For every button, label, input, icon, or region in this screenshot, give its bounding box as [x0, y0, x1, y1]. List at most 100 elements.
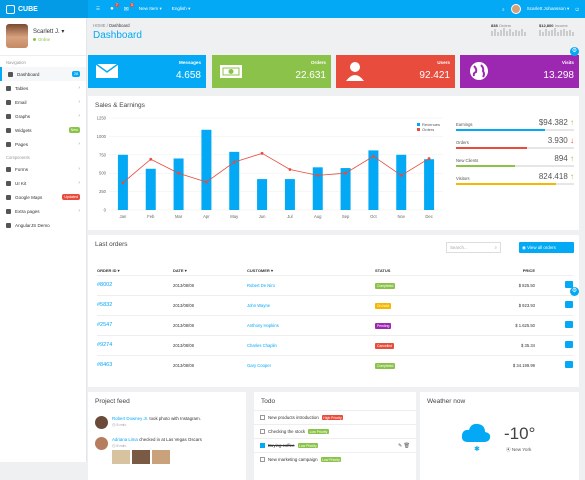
customer-link[interactable]: Charles Chaplin: [247, 342, 277, 348]
stat-value: 92.421: [419, 70, 450, 81]
orders-point[interactable]: [177, 171, 180, 175]
stat-visits[interactable]: Visits 13.298: [460, 55, 579, 88]
order-id-link[interactable]: #5832: [97, 302, 113, 308]
orders-point[interactable]: [232, 160, 236, 164]
view-all-orders-button[interactable]: ◉ View all orders: [519, 242, 574, 253]
user-menu[interactable]: Scarlett Johansson ▾: [526, 6, 570, 11]
feed-photo[interactable]: [152, 450, 170, 464]
x-tick-label: Nov: [398, 214, 406, 219]
nav-item-dashboard[interactable]: Dashboard 28: [0, 67, 86, 81]
nav-item-tables[interactable]: Tables ›: [0, 81, 86, 95]
nav-item-email[interactable]: Email ›: [0, 95, 86, 109]
bell-icon[interactable]: ● 7: [110, 3, 119, 12]
col-customer[interactable]: CUSTOMER ▾: [247, 267, 273, 273]
status-badge: Pending: [375, 322, 392, 329]
customer-link[interactable]: Gary Cooper: [247, 362, 271, 368]
todo-title: Todo: [261, 398, 276, 405]
view-all-label: View all orders: [527, 244, 556, 250]
nav-item-google-maps[interactable]: Google Maps Updated: [0, 190, 86, 204]
revenue-bar[interactable]: [201, 129, 212, 210]
customer-link[interactable]: Anthony Hopkins: [247, 322, 279, 328]
col-order-id[interactable]: ORDER ID ▾: [97, 267, 120, 273]
profile-name[interactable]: Scarlett J. ▾: [33, 29, 65, 35]
new-item-menu[interactable]: New Item ▾: [138, 6, 162, 11]
trash-icon[interactable]: 🗑: [403, 442, 410, 449]
orders-point[interactable]: [149, 157, 153, 161]
user-avatar[interactable]: [510, 4, 521, 14]
kpi-visitors: Visitors 824.418 ↑: [456, 172, 574, 190]
orders-point[interactable]: [205, 180, 208, 184]
status-cell: Completed: [375, 354, 455, 375]
orders-point[interactable]: [399, 174, 403, 177]
nav-item-extra-pages[interactable]: Extra pages ›: [0, 204, 86, 218]
pencil-icon[interactable]: ✎: [398, 442, 404, 449]
search-icon: ⌕: [494, 245, 497, 250]
nav-item-forms[interactable]: Forms ›: [0, 162, 86, 176]
todo-checkbox[interactable]: [260, 415, 265, 420]
feed-photo[interactable]: [112, 450, 130, 464]
stat-users[interactable]: Users 92.421: [336, 55, 455, 88]
revenue-bar[interactable]: [424, 159, 435, 210]
revenue-bar[interactable]: [284, 179, 295, 210]
orders-point[interactable]: [427, 157, 431, 160]
todo-checkbox[interactable]: [260, 457, 265, 462]
order-id-link[interactable]: #2547: [97, 322, 113, 328]
feed-text: took photo with Instagram.: [148, 416, 201, 421]
order-id-link[interactable]: #9274: [97, 342, 113, 348]
customer-cell: Charles Chaplin: [247, 334, 375, 355]
menu-toggle-icon[interactable]: ☰: [96, 6, 101, 11]
nav-item-angularjs-demo[interactable]: AngularJS Demo: [0, 218, 86, 232]
todo-checkbox[interactable]: [260, 443, 265, 448]
search-row-icon[interactable]: [565, 341, 573, 348]
envelope-icon[interactable]: ✉ 3: [123, 2, 134, 13]
revenue-bar[interactable]: [173, 158, 184, 210]
revenue-bar[interactable]: [368, 150, 379, 210]
nav-item-graphs[interactable]: Graphs ›: [0, 109, 86, 123]
orders-search-input[interactable]: Search... ⌕: [446, 242, 501, 253]
orders-point[interactable]: [288, 168, 292, 171]
nav-item-ui-kit[interactable]: UI Kit ›: [0, 176, 86, 190]
search-row-icon[interactable]: [565, 361, 573, 369]
col-status: STATUS: [375, 267, 391, 273]
orders-point[interactable]: [344, 171, 347, 175]
orders-point[interactable]: [121, 181, 125, 185]
col-date[interactable]: DATE ▾: [173, 267, 187, 273]
nav-item-widgets[interactable]: Widgets New: [0, 123, 86, 137]
revenue-bar[interactable]: [396, 154, 407, 210]
stat-messages[interactable]: Messages 4.658: [88, 55, 206, 88]
search-row-icon[interactable]: [565, 301, 573, 308]
nav-icon: [6, 99, 11, 105]
feed-user-link[interactable]: Robert Downey Jr.: [112, 416, 149, 421]
brand-logo[interactable]: CUBE: [0, 0, 88, 18]
feed-user-link[interactable]: Adriana Lima: [112, 437, 138, 442]
kpi-progress-fill: [456, 183, 557, 185]
language-menu[interactable]: English ▾: [171, 6, 191, 11]
settings-gear-icon[interactable]: ⚙: [570, 287, 579, 296]
revenue-bar[interactable]: [257, 179, 268, 210]
kpi-value-text: $94.382: [538, 118, 568, 127]
weather-location: ⦿ New York: [506, 447, 531, 453]
settings-gear-icon[interactable]: ⚙: [570, 47, 579, 56]
orders-point[interactable]: [260, 151, 264, 155]
orders-point[interactable]: [372, 154, 375, 158]
todo-checkbox[interactable]: [260, 429, 265, 434]
search-icon[interactable]: ⌕: [502, 6, 505, 12]
feed-photo[interactable]: [132, 450, 150, 464]
revenue-bar[interactable]: [145, 168, 156, 210]
search-row-icon[interactable]: [565, 281, 573, 288]
stat-orders[interactable]: Orders 22.631: [212, 55, 331, 88]
revenue-bar[interactable]: [340, 168, 351, 210]
revenue-bar[interactable]: [229, 151, 240, 210]
revenue-bar[interactable]: [312, 167, 323, 210]
order-id-link[interactable]: #8463: [97, 362, 113, 369]
search-row-icon[interactable]: [565, 321, 573, 328]
orders-point[interactable]: [316, 174, 320, 177]
kpi-orders: Orders 3.930 ↓: [456, 136, 574, 154]
order-id-link[interactable]: #8002: [97, 282, 113, 288]
customer-link[interactable]: John Wayne: [247, 302, 271, 308]
nav-item-pages[interactable]: Pages ›: [0, 137, 86, 151]
date-cell: 2013/08/08: [173, 314, 247, 335]
power-icon[interactable]: ⏻: [575, 6, 579, 12]
breadcrumb-home[interactable]: HOME: [93, 23, 106, 28]
customer-link[interactable]: Robert De Niro: [247, 282, 275, 288]
